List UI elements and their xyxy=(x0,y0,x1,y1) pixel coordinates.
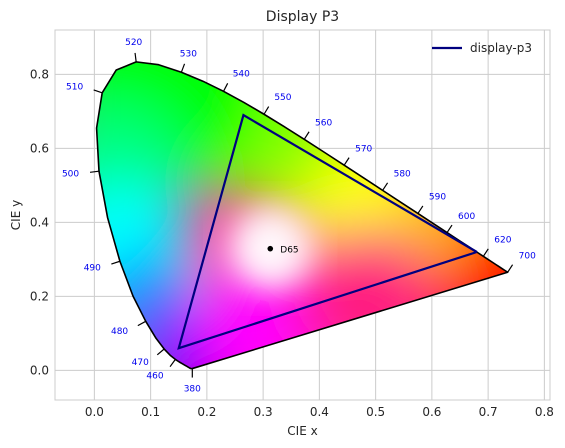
x-tick-label: 0.1 xyxy=(141,405,160,419)
y-tick-labels: 0.0 0.2 0.4 0.6 0.8 xyxy=(30,67,49,377)
wavelength-label: 560 xyxy=(315,118,332,128)
white-point-marker xyxy=(267,245,274,252)
wavelength-label: 510 xyxy=(66,82,83,92)
wavelength-label: 550 xyxy=(274,93,291,103)
spectral-locus-outline xyxy=(95,61,509,370)
wavelength-tick xyxy=(382,182,389,191)
x-tick-label: 0.7 xyxy=(479,405,498,419)
x-tick-label: 0.6 xyxy=(422,405,441,419)
wavelength-tick xyxy=(222,83,229,92)
x-tick-label: 0.2 xyxy=(197,405,216,419)
wavelength-label: 490 xyxy=(84,263,101,273)
y-axis-label: CIE y xyxy=(9,200,23,230)
wavelength-tick xyxy=(180,63,186,73)
y-tick-label: 0.6 xyxy=(30,141,49,155)
wavelength-tick xyxy=(446,224,453,233)
wavelength-tick xyxy=(507,264,514,273)
wavelength-label: 620 xyxy=(494,236,511,246)
y-tick-label: 0.4 xyxy=(30,215,49,229)
wavelength-label: 580 xyxy=(394,170,411,180)
white-points: D65 xyxy=(267,245,299,256)
wavelength-label: 470 xyxy=(132,358,149,368)
legend-label: display-p3 xyxy=(470,41,532,55)
x-tick-label: 0.5 xyxy=(366,405,385,419)
wavelength-label: 540 xyxy=(233,70,250,80)
x-tick-label: 0.3 xyxy=(254,405,273,419)
x-tick-label: 0.8 xyxy=(535,405,554,419)
wavelength-tick xyxy=(156,348,165,356)
wavelength-tick xyxy=(263,106,270,115)
x-tick-label: 0.0 xyxy=(85,405,104,419)
x-axis-label: CIE x xyxy=(287,424,317,438)
wavelength-label: 480 xyxy=(111,327,128,337)
wavelength-tick xyxy=(89,170,100,173)
wavelength-label: 600 xyxy=(458,212,475,222)
white-point-label: D65 xyxy=(280,246,298,256)
gamut-line xyxy=(177,113,478,350)
y-tick-label: 0.2 xyxy=(30,289,49,303)
legend: display-p3 xyxy=(432,41,532,55)
chart-title: Display P3 xyxy=(266,9,339,25)
wavelength-label: 380 xyxy=(184,385,201,395)
wavelength-tick xyxy=(169,359,176,368)
wavelength-ticks: 380 460 470 480 490 500 510 520 530 540 550 560 570 5… xyxy=(62,38,536,395)
y-tick-label: 0.8 xyxy=(30,67,49,81)
wavelength-tick xyxy=(303,131,310,140)
y-tick-label: 0.0 xyxy=(30,363,49,377)
gamut-series xyxy=(177,113,478,350)
wavelength-tick xyxy=(134,52,137,62)
wavelength-tick xyxy=(343,157,350,166)
wavelength-label: 520 xyxy=(125,38,142,48)
wavelength-tick xyxy=(137,320,147,327)
wavelength-tick xyxy=(417,205,424,214)
wavelength-label: 530 xyxy=(180,49,197,59)
wavelength-tick xyxy=(482,248,489,257)
wavelength-label: 700 xyxy=(519,252,536,262)
wavelength-label: 590 xyxy=(429,193,446,203)
wavelength-label: 570 xyxy=(355,144,372,154)
x-tick-labels: 0.0 0.1 0.2 0.3 0.4 0.5 0.6 0.7 0.8 xyxy=(85,405,554,419)
wavelength-label: 500 xyxy=(62,170,79,180)
wavelength-tick xyxy=(93,89,103,94)
wavelength-label: 460 xyxy=(146,372,163,382)
wavelength-tick xyxy=(111,260,121,265)
x-tick-label: 0.4 xyxy=(310,405,329,419)
